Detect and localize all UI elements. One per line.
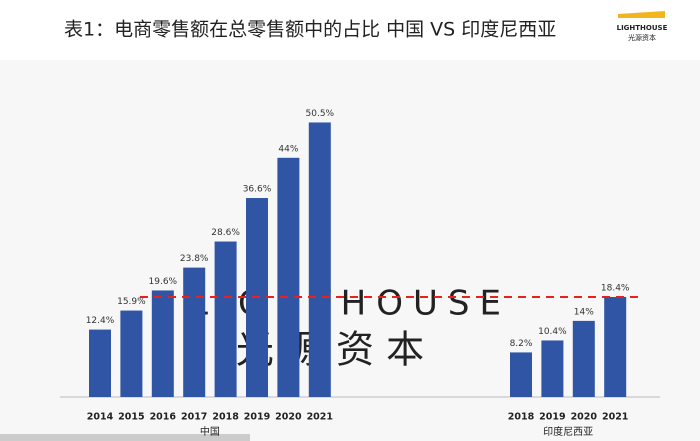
x-tick-label: 2017: [181, 412, 207, 423]
logo-subtitle: 光源资本: [628, 33, 656, 42]
x-tick-label: 2014: [87, 412, 114, 423]
value-label: 28.6%: [211, 228, 240, 238]
bar: [214, 241, 237, 397]
logo-icon: [618, 11, 665, 18]
value-label: 19.6%: [149, 277, 178, 287]
value-label: 14%: [574, 307, 594, 317]
bar: [89, 329, 111, 397]
bar: [277, 157, 300, 397]
x-tick-label: 2020: [571, 412, 598, 423]
value-label: 18.4%: [601, 283, 630, 293]
value-label: 12.4%: [86, 316, 115, 326]
value-label: 8.2%: [510, 339, 533, 349]
value-label: 36.6%: [243, 185, 272, 195]
bar: [541, 340, 564, 397]
group-label: 印度尼西亚: [543, 425, 593, 438]
bar: [151, 290, 174, 397]
header-bg: [0, 0, 700, 60]
bar: [572, 320, 595, 397]
logo-name: LIGHTHOUSE: [617, 24, 668, 32]
x-tick-label: 2016: [150, 412, 177, 423]
x-tick-label: 2015: [118, 412, 144, 423]
x-tick-label: 2018: [508, 412, 535, 423]
bar: [120, 310, 143, 397]
x-tick-label: 2019: [244, 412, 270, 423]
x-tick-label: 2018: [212, 412, 239, 423]
x-tick-label: 2020: [275, 412, 302, 423]
chart-title: 表1：电商零售额在总零售额中的占比 中国 VS 印度尼西亚: [64, 19, 556, 41]
bar: [308, 122, 331, 398]
value-label: 50.5%: [306, 109, 335, 119]
watermark-name: LIGHTHOUSE: [189, 284, 511, 324]
x-tick-label: 2021: [602, 412, 628, 423]
bar: [510, 352, 532, 397]
x-tick-label: 2021: [307, 412, 333, 423]
scrollbar: [0, 434, 250, 441]
bar: [183, 267, 206, 397]
group-label: 中国: [200, 425, 220, 438]
value-label: 23.8%: [180, 254, 209, 264]
bar: [604, 296, 627, 397]
value-label: 15.9%: [117, 297, 146, 307]
value-label: 10.4%: [538, 327, 567, 337]
x-tick-label: 2019: [539, 412, 565, 423]
value-label: 44%: [278, 144, 298, 154]
